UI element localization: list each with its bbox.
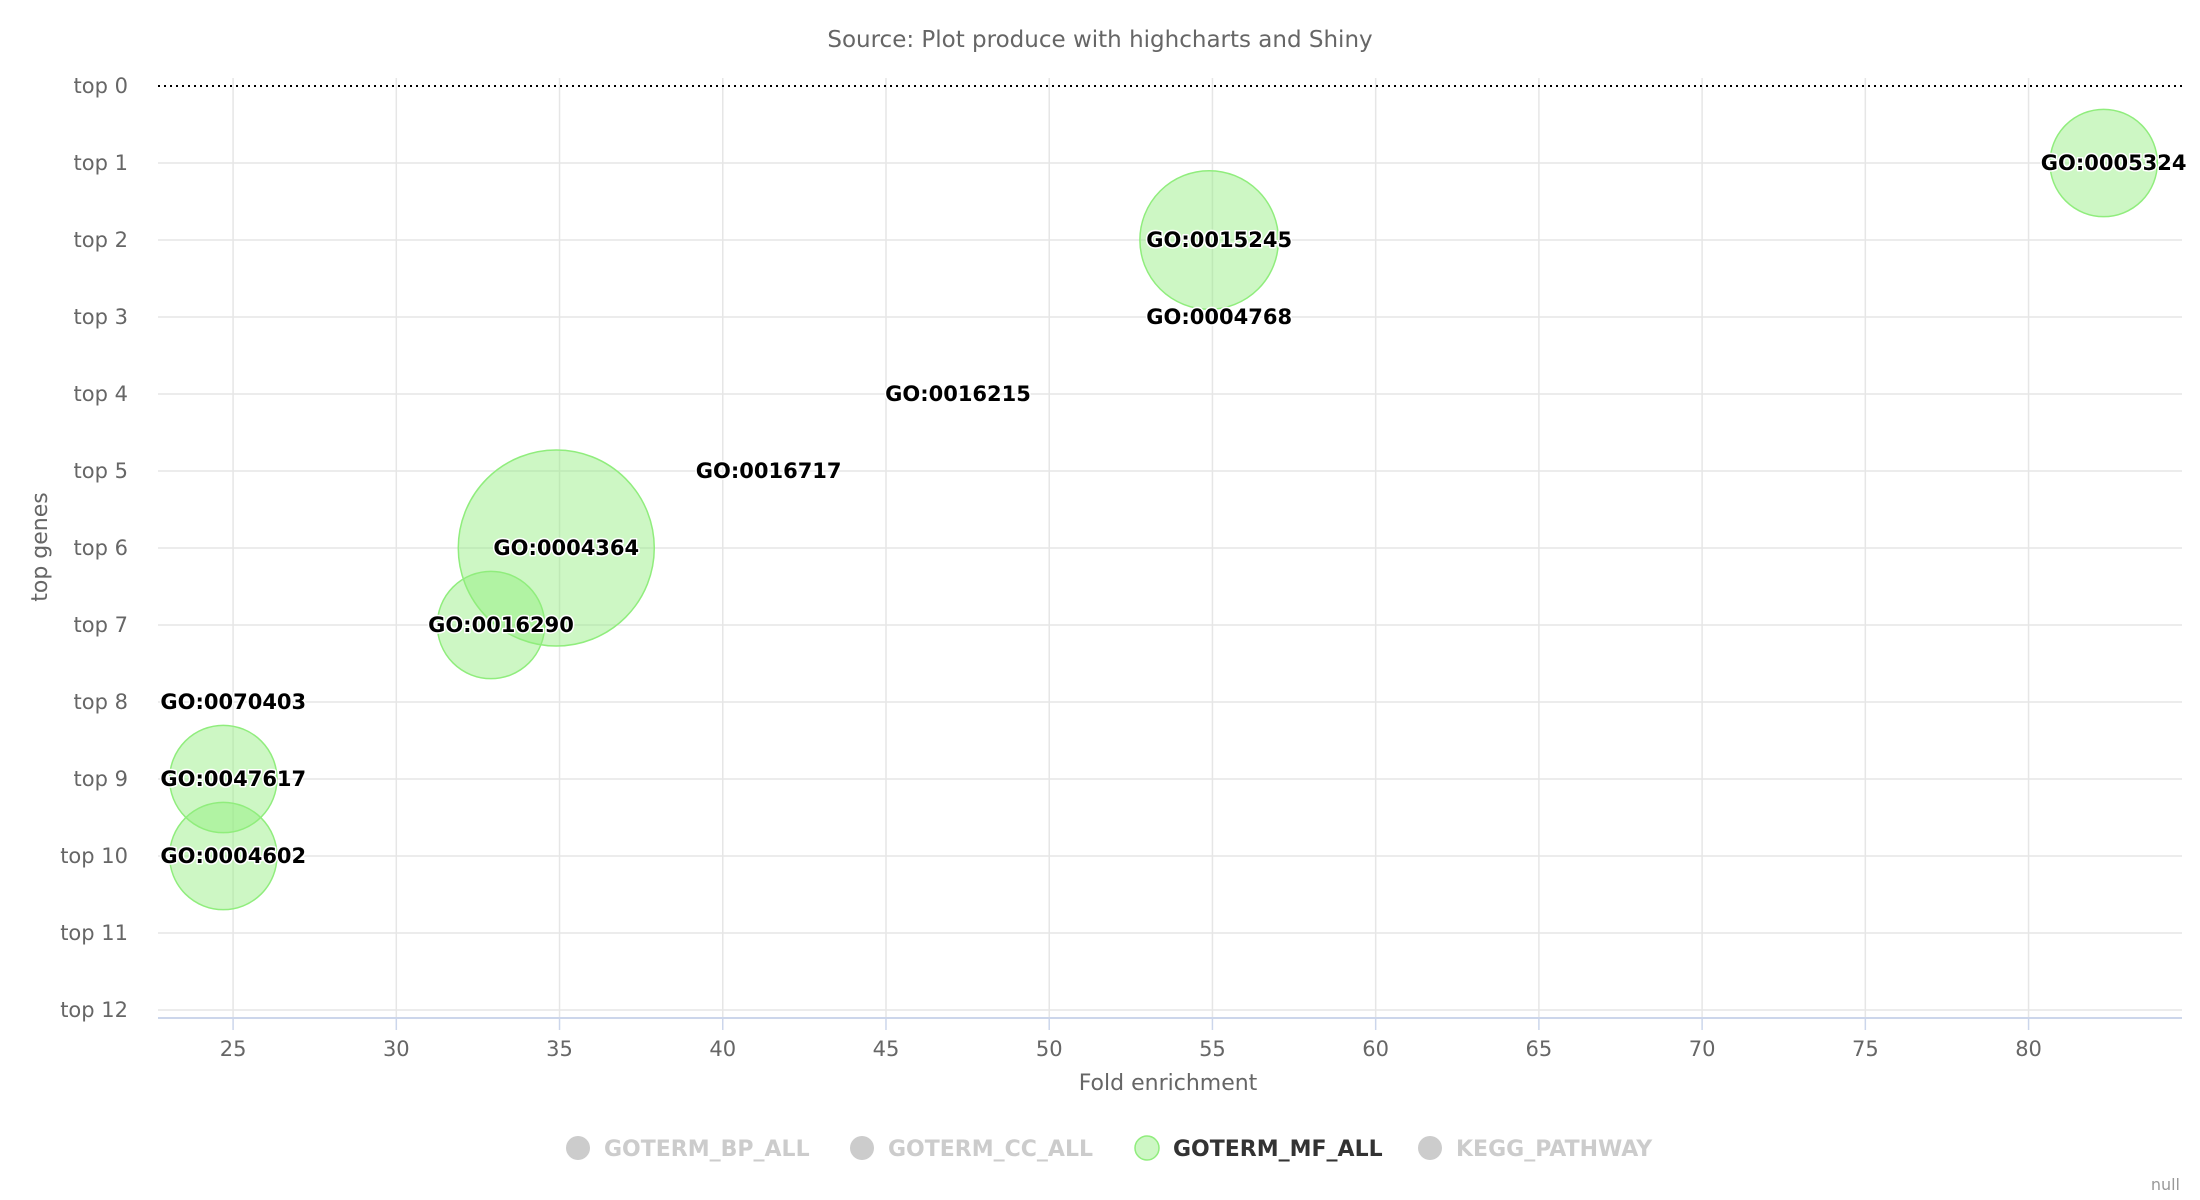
bubble-data-label: GO:0005324 <box>2041 151 2187 175</box>
legend-item-label: GOTERM_MF_ALL <box>1173 1137 1383 1162</box>
legend-marker <box>1418 1136 1442 1160</box>
legend: GOTERM_BP_ALL GOTERM_CC_ALL GOTERM_MF_ALL K… <box>566 1135 1653 1162</box>
bubble <box>168 801 278 911</box>
bubble-labels: GO:0005324 GO:0015245 GO:0004768 GO:0016215… <box>159 150 2188 870</box>
credit-text: null <box>2151 1175 2180 1194</box>
bubble <box>757 469 761 473</box>
x-tick-label: 35 <box>546 1037 573 1061</box>
grid-lines <box>158 78 2182 1018</box>
chart-subtitle: Source: Plot produce with highcharts and… <box>827 27 1372 53</box>
bubble-data-label: GO:0016215 <box>885 382 1031 406</box>
bubble-data-label: GO:0016290 <box>428 613 574 637</box>
x-axis-title: Fold enrichment <box>1079 1071 1258 1096</box>
y-category-label: top 9 <box>74 767 128 791</box>
bubble <box>2049 108 2159 218</box>
legend-item-label: GOTERM_CC_ALL <box>888 1137 1093 1162</box>
y-category-label: top 0 <box>74 74 128 98</box>
bubble <box>1207 315 1211 319</box>
x-tick-label: 25 <box>220 1037 247 1061</box>
x-tick-label: 80 <box>2015 1037 2042 1061</box>
x-tick-label: 50 <box>1036 1037 1063 1061</box>
y-category-label: top 2 <box>74 228 128 252</box>
x-tick-label: 70 <box>1689 1037 1716 1061</box>
bubble <box>946 392 950 396</box>
legend-marker <box>566 1136 590 1160</box>
y-category-label: top 11 <box>60 921 128 945</box>
bubble-data-label: GO:0004768 <box>1146 305 1292 329</box>
y-category-label: top 7 <box>74 613 128 637</box>
x-tick-label: 40 <box>709 1037 736 1061</box>
y-axis-title: top genes <box>28 492 53 601</box>
legend-marker <box>850 1136 874 1160</box>
bubble <box>1139 169 1280 311</box>
y-category-label: top 1 <box>74 151 128 175</box>
x-tick-label: 30 <box>383 1037 410 1061</box>
bubbles <box>168 108 2159 911</box>
legend-item-label: KEGG_PATHWAY <box>1456 1137 1653 1162</box>
y-category-label: top 12 <box>60 998 128 1022</box>
bubble-data-label: GO:0004364 <box>493 536 639 560</box>
y-category-label: top 3 <box>74 305 128 329</box>
y-axis: top 0 top 1 top 2 top 3 top 4 top 5 top 6 top 7… <box>60 74 128 1022</box>
y-category-label: top 10 <box>60 844 128 868</box>
bubble-data-label: GO:0047617 <box>160 767 306 791</box>
x-axis: 25 30 35 40 45 50 55 60 65 70 75 80 <box>158 1017 2182 1061</box>
bubble-data-label: GO:0016717 <box>696 459 842 483</box>
bubble-data-label: GO:0004602 <box>160 844 306 868</box>
x-tick-label: 45 <box>873 1037 900 1061</box>
bubble-data-label: GO:0015245 <box>1146 228 1292 252</box>
x-tick-label: 75 <box>1852 1037 1879 1061</box>
x-tick-label: 55 <box>1199 1037 1226 1061</box>
bubble <box>221 700 225 704</box>
legend-marker <box>1134 1135 1160 1161</box>
bubble <box>436 570 546 680</box>
legend-item-label: GOTERM_BP_ALL <box>604 1137 810 1162</box>
y-category-label: top 8 <box>74 690 128 714</box>
y-category-label: top 4 <box>74 382 128 406</box>
bubble <box>168 724 278 834</box>
y-category-label: top 6 <box>74 536 128 560</box>
x-tick-label: 60 <box>1362 1037 1389 1061</box>
x-tick-label: 65 <box>1526 1037 1553 1061</box>
bubble-data-label: GO:0070403 <box>160 690 306 714</box>
y-category-label: top 5 <box>74 459 128 483</box>
bubble <box>457 449 656 647</box>
